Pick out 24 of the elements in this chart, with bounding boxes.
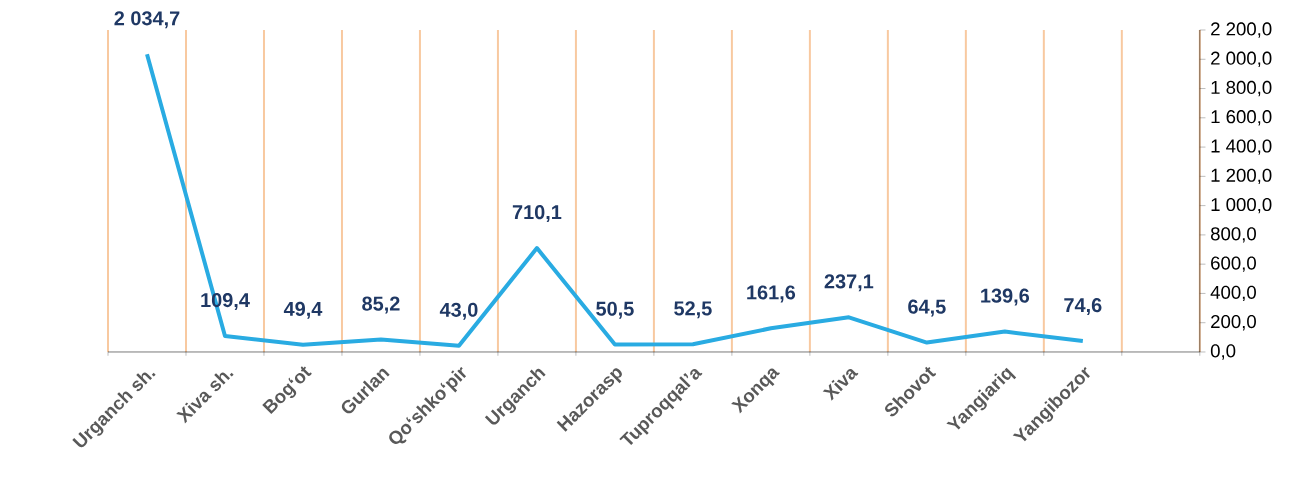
data-label: 85,2 bbox=[362, 296, 400, 314]
data-label: 74,6 bbox=[1064, 298, 1102, 316]
data-label: 50,5 bbox=[596, 301, 634, 319]
y-tick-label: 1 800,0 bbox=[1211, 80, 1272, 97]
y-tick-label: 1 600,0 bbox=[1211, 110, 1272, 126]
data-label: 237,1 bbox=[824, 274, 874, 292]
y-tick-label: 0,0 bbox=[1210, 344, 1236, 360]
data-label: 64,5 bbox=[908, 299, 946, 317]
data-label: 161,6 bbox=[747, 285, 796, 303]
y-tick-label: 400,0 bbox=[1210, 285, 1256, 302]
y-tick-label: 2 200,0 bbox=[1211, 22, 1272, 38]
data-label: 710,1 bbox=[512, 205, 562, 223]
y-tick-label: 600,0 bbox=[1211, 256, 1256, 272]
y-tick-label: 1 400,0 bbox=[1211, 139, 1272, 155]
data-label: 2 034,7 bbox=[114, 11, 180, 29]
data-label: 49,4 bbox=[283, 301, 323, 319]
y-tick-label: 1 200,0 bbox=[1211, 168, 1272, 185]
y-tick-label: 800,0 bbox=[1210, 227, 1256, 243]
data-label: 52,5 bbox=[674, 301, 712, 319]
data-label: 139,6 bbox=[981, 288, 1030, 306]
y-tick-label: 2 000,0 bbox=[1211, 51, 1272, 67]
y-tick-label: 1 000,0 bbox=[1211, 197, 1272, 214]
y-tick-label: 200,0 bbox=[1211, 315, 1256, 331]
data-label: 43,0 bbox=[439, 302, 478, 320]
